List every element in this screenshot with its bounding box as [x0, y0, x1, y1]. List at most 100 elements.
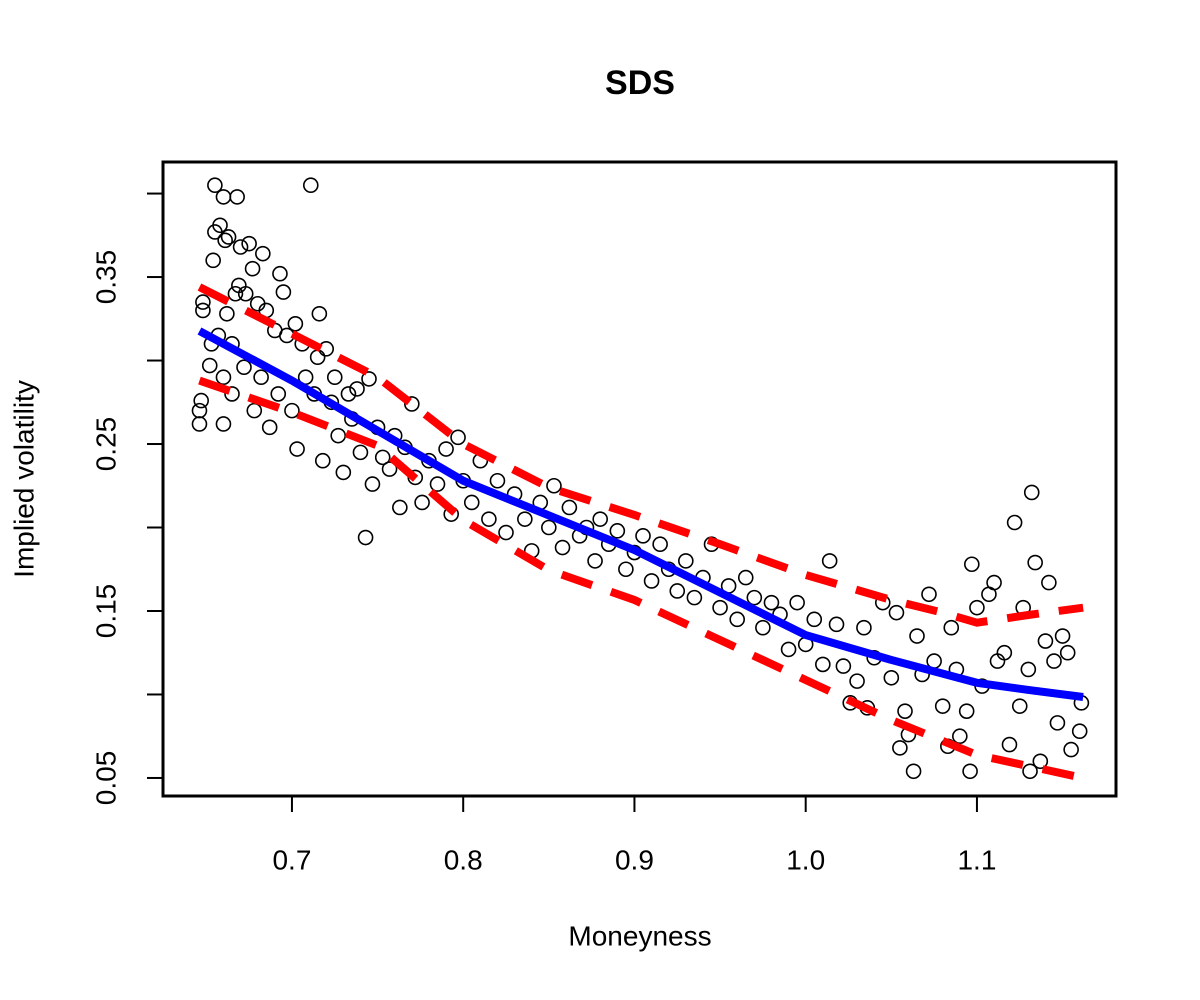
point: [349, 381, 365, 397]
point: [463, 494, 480, 511]
point: [763, 594, 780, 611]
point: [314, 452, 331, 469]
point: [806, 611, 823, 628]
point: [217, 232, 233, 249]
point: [849, 673, 865, 689]
point: [921, 586, 937, 603]
point: [554, 539, 571, 556]
y-tick-label: 0.35: [90, 250, 121, 305]
chart-title: SDS: [605, 64, 675, 102]
point: [335, 464, 352, 481]
point: [219, 305, 235, 322]
point: [952, 728, 968, 745]
point: [253, 369, 269, 386]
point: [1071, 723, 1088, 740]
point: [241, 235, 257, 252]
point: [1011, 698, 1028, 714]
point: [678, 553, 694, 569]
point: [215, 416, 232, 432]
point: [883, 669, 900, 686]
point: [686, 589, 703, 606]
point: [429, 476, 446, 492]
point: [888, 604, 905, 621]
point: [352, 444, 369, 461]
point: [1046, 653, 1062, 669]
point: [958, 703, 975, 719]
point: [1059, 644, 1076, 661]
point: [205, 252, 221, 269]
point: [609, 523, 626, 539]
point: [1041, 574, 1057, 591]
point: [191, 402, 208, 419]
y-tick-label: 0.25: [90, 417, 121, 472]
point: [541, 519, 557, 536]
point: [964, 556, 980, 573]
point: [943, 619, 960, 636]
point: [270, 386, 287, 402]
point: [618, 561, 634, 578]
x-tick-label: 1.1: [957, 844, 996, 875]
point: [302, 177, 319, 194]
point: [969, 599, 985, 616]
point: [746, 589, 763, 606]
point: [498, 524, 514, 541]
point: [905, 763, 922, 780]
point: [1032, 753, 1049, 770]
point: [220, 229, 237, 245]
point: [227, 285, 244, 302]
point: [244, 260, 261, 277]
point: [1037, 633, 1054, 649]
point: [546, 477, 562, 494]
point: [330, 427, 346, 444]
point: [215, 189, 232, 205]
point: [287, 315, 304, 332]
point: [1022, 763, 1038, 780]
point: [357, 529, 374, 546]
point: [1054, 628, 1071, 644]
point: [236, 359, 252, 376]
point: [224, 386, 240, 402]
point: [652, 536, 668, 553]
point: [381, 461, 398, 477]
point: [897, 703, 913, 719]
point: [592, 511, 608, 527]
point: [856, 619, 872, 636]
plot-frame: [161, 160, 1118, 798]
point: [986, 574, 1002, 591]
point: [414, 494, 430, 511]
y-tick-label: 0.05: [90, 751, 121, 806]
point: [815, 656, 831, 673]
point: [195, 302, 211, 319]
point: [201, 357, 218, 374]
y-tick-label: 0.15: [90, 584, 121, 639]
point: [737, 569, 754, 586]
point: [318, 341, 335, 357]
point: [962, 763, 978, 780]
x-tick-label: 1.0: [786, 844, 825, 875]
point: [481, 511, 497, 527]
point: [191, 416, 208, 432]
point: [255, 245, 271, 262]
point: [311, 305, 328, 322]
point: [489, 472, 506, 489]
point: [789, 594, 805, 611]
x-axis-label: Moneyness: [568, 920, 711, 951]
point: [517, 511, 533, 527]
point: [404, 396, 420, 412]
point: [712, 599, 728, 616]
point: [193, 392, 209, 409]
point: [729, 611, 745, 628]
point: [237, 285, 254, 302]
point: [207, 177, 223, 194]
point: [232, 239, 249, 255]
point: [996, 644, 1013, 661]
point: [669, 583, 686, 599]
point: [289, 441, 305, 457]
point: [326, 369, 343, 386]
point: [392, 499, 408, 516]
point: [195, 294, 211, 310]
point: [561, 499, 578, 516]
point: [780, 641, 797, 658]
point: [909, 628, 925, 644]
